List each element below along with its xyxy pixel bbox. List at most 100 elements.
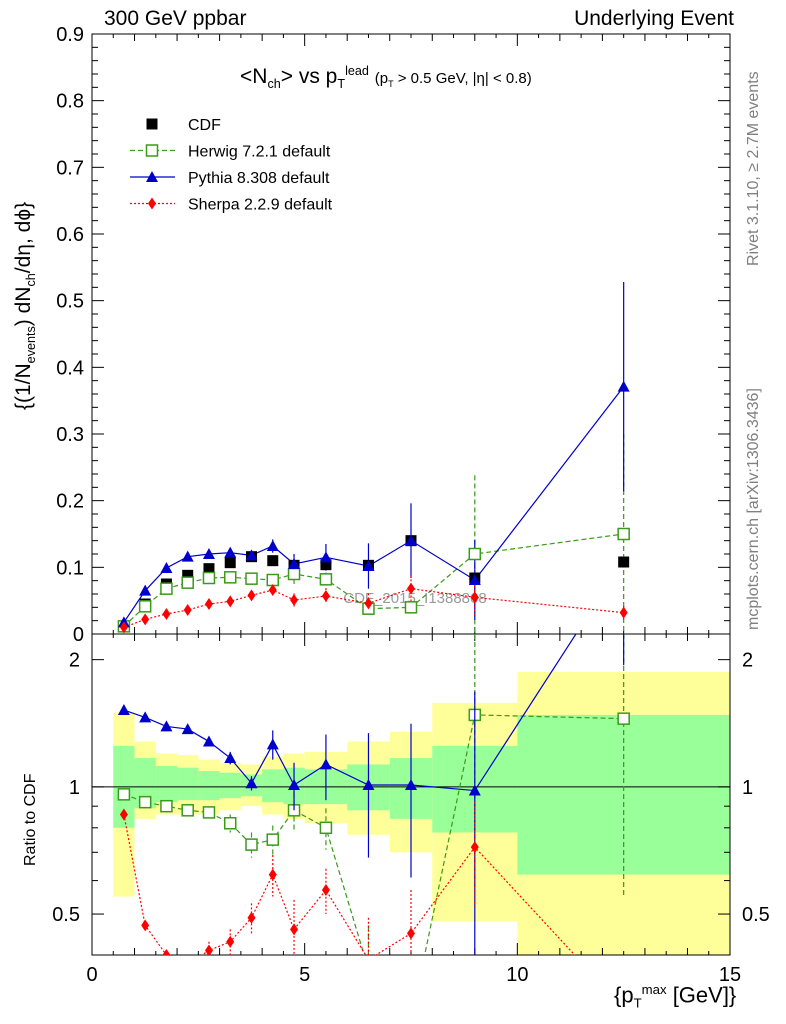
pythia-main-point (405, 534, 417, 546)
herwig-main-point (181, 576, 194, 589)
sherpa-ratio-point (162, 949, 171, 955)
pythia-ratio-point (202, 735, 215, 747)
herwig-ratio-point (245, 838, 258, 851)
sherpa-main-point (364, 597, 373, 610)
herwig-main-point (223, 571, 237, 584)
cdf-main-point (224, 557, 236, 569)
pythia-main-point (617, 380, 630, 392)
x-tick-label: 0 (86, 964, 97, 986)
pythia-main-point (319, 551, 332, 563)
herwig-main-point (287, 567, 301, 581)
sherpa-ratio-point (470, 841, 479, 854)
herwig-ratio-line (123, 714, 624, 955)
pythia-ratio-point (181, 723, 194, 735)
header-left: 300 GeV ppbar (104, 7, 247, 30)
herwig-main-point (617, 527, 630, 541)
pythia-ratio-line (123, 634, 577, 792)
plot-title: <Nch> vs pTlead (pT > 0.5 GeV, |η| < 0.8… (240, 64, 532, 92)
sherpa-main-point (141, 613, 150, 626)
cdf-main-point (182, 569, 194, 581)
cdf-main-point (320, 559, 332, 571)
sherpa-ratio-point (620, 1002, 628, 1014)
herwig-main-point (468, 547, 482, 561)
herwig-ratio-point (138, 795, 152, 809)
x-axis-label: {pTmax [GeV]} (614, 982, 737, 1011)
sherpa-main-point (204, 598, 213, 610)
pythia-main-point (181, 550, 194, 562)
pythia-ratio-point (160, 720, 173, 732)
sherpa-main-point (407, 582, 415, 595)
pythia-ratio-point (288, 779, 301, 791)
pythia-main-line (123, 386, 625, 623)
main-y-tick-label: 0.7 (56, 157, 84, 179)
herwig-ratio-point (406, 1015, 417, 1024)
pythia-ratio-point (405, 779, 417, 791)
sherpa-main-point (247, 589, 256, 602)
main-y-tick-label: 0.3 (56, 424, 84, 446)
pythia-ratio-point (117, 704, 130, 716)
ratio-y-tick-label: 0.5 (52, 904, 80, 926)
x-tick-label: 10 (506, 964, 528, 986)
pythia-main-point (224, 546, 237, 558)
herwig-ratio-point (617, 712, 630, 725)
herwig-main-point (245, 572, 258, 585)
legend-label: Pythia 8.308 default (188, 170, 330, 187)
pythia-main-point (468, 574, 481, 585)
ratio-y-tick-label: 0.5 (742, 904, 770, 926)
sherpa-ratio-point (290, 923, 299, 936)
herwig-main-point (160, 582, 173, 595)
legend-marker (145, 144, 159, 157)
cdf-main-point (267, 555, 279, 567)
header-right: Underlying Event (574, 7, 734, 30)
herwig-main-point (266, 573, 280, 587)
sherpa-main-point (619, 606, 628, 619)
sherpa-main-point (162, 608, 171, 620)
sherpa-main-point (470, 591, 479, 604)
sherpa-ratio-point (268, 868, 277, 881)
sherpa-ratio-point (321, 884, 330, 897)
main-y-tick-label: 0 (73, 624, 84, 646)
cdf-main-point (618, 556, 630, 568)
ratio-y-tick-label: 2 (69, 650, 80, 672)
pythia-ratio-point (319, 758, 332, 770)
main-y-tick-label: 0.1 (56, 557, 84, 579)
pythia-main-point (362, 560, 375, 571)
herwig-main-point (202, 571, 216, 585)
ratio-band-green (262, 769, 284, 803)
sherpa-ratio-point (367, 953, 370, 955)
herwig-ratio-point (363, 964, 374, 975)
herwig-ratio-point (319, 821, 333, 835)
ratio-band-green (134, 758, 156, 809)
ratio-band-green (177, 767, 199, 801)
pythia-main-point (139, 584, 152, 596)
pythia-main-point (288, 558, 301, 569)
main-y-tick-label: 0.9 (56, 24, 84, 46)
main-y-tick-label: 0.8 (56, 91, 84, 113)
pythia-main-point (202, 548, 215, 559)
sherpa-ratio-point (407, 927, 415, 940)
herwig-ratio-point (202, 806, 216, 819)
herwig-ratio-point (266, 833, 280, 846)
main-y-tick-label: 0.2 (56, 491, 84, 513)
sherpa-main-point (119, 621, 128, 634)
legend-label: Sherpa 2.2.9 default (188, 197, 333, 214)
pythia-ratio-point (245, 777, 258, 789)
ratio-band-green (198, 771, 220, 801)
pythia-ratio-point (468, 784, 481, 796)
herwig-main-point (319, 573, 333, 586)
herwig-main-point (404, 601, 418, 614)
main-y-tick-label: 0.6 (56, 224, 84, 246)
main-y-tick-label: 0.5 (56, 291, 84, 313)
sherpa-main-point (290, 594, 299, 606)
ratio-y-tick-label: 2 (742, 650, 753, 672)
legend-label: CDF (188, 117, 221, 134)
x-tick-label: 5 (299, 964, 310, 986)
sherpa-ratio-point (204, 944, 213, 955)
sherpa-main-point (226, 595, 235, 608)
sherpa-main-point (268, 584, 277, 596)
ratio-band-green (219, 772, 241, 799)
pythia-main-point (160, 562, 173, 573)
ratio-band-green (155, 766, 178, 803)
sherpa-ratio-point (184, 958, 192, 970)
